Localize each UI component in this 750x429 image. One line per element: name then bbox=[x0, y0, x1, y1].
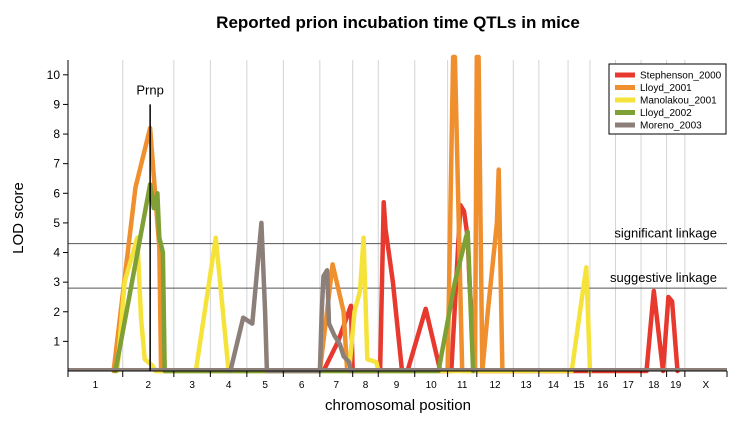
chromosome-label: 7 bbox=[333, 380, 339, 391]
threshold-lines: significant linkage suggestive linkage bbox=[68, 226, 727, 289]
legend-entry: Lloyd_2001 bbox=[640, 83, 692, 94]
chromosome-label: 12 bbox=[489, 380, 501, 391]
chromosome-label: 10 bbox=[426, 380, 438, 391]
chromosome-label: 8 bbox=[363, 380, 369, 391]
chromosome-label: 6 bbox=[299, 380, 305, 391]
series-line bbox=[113, 182, 476, 374]
y-tick-label: 6 bbox=[53, 186, 60, 200]
axes: 1 2 3 4 5 6 7 8 9 10 11 12 13 14 15 16 17 18 19 X1234567891… bbox=[47, 60, 728, 391]
series-line bbox=[228, 220, 354, 374]
x-axis-label: chromosomal position bbox=[325, 397, 471, 414]
chromosome-label: 3 bbox=[189, 380, 195, 391]
chromosome-label: 17 bbox=[623, 380, 635, 391]
legend-entry: Lloyd_2002 bbox=[640, 108, 692, 119]
chromosome-label: 1 bbox=[93, 380, 99, 391]
chromosome-label: 15 bbox=[573, 380, 585, 391]
chromosome-label: 4 bbox=[226, 380, 232, 391]
y-axis-label: LOD score bbox=[10, 182, 27, 254]
chromosome-label: 5 bbox=[262, 380, 268, 391]
legend-entry: Stephenson_2000 bbox=[640, 71, 722, 82]
chromosome-label: 18 bbox=[648, 380, 660, 391]
prnp-marker-label: Prnp bbox=[136, 82, 163, 97]
series-line bbox=[111, 54, 505, 374]
y-tick-label: 5 bbox=[53, 216, 60, 230]
y-tick-label: 10 bbox=[47, 68, 61, 82]
y-tick-label: 8 bbox=[53, 127, 60, 141]
chromosome-label: 2 bbox=[146, 380, 152, 391]
threshold-label: suggestive linkage bbox=[610, 270, 717, 285]
chromosome-label: 11 bbox=[457, 380, 468, 391]
legend-entry: Manolakou_2001 bbox=[640, 96, 717, 107]
chromosome-label: 14 bbox=[548, 380, 560, 391]
chromosome-label: 16 bbox=[597, 380, 609, 391]
chromosome-label: 9 bbox=[394, 380, 400, 391]
y-tick-label: 1 bbox=[53, 334, 60, 348]
chart-title: Reported prion incubation time QTLs in m… bbox=[216, 13, 580, 32]
chromosome-label: 19 bbox=[670, 380, 682, 391]
chromosome-label: 13 bbox=[521, 380, 533, 391]
threshold-label: significant linkage bbox=[614, 226, 717, 241]
chromosome-label: X bbox=[703, 380, 710, 391]
legend-entry: Moreno_2003 bbox=[640, 121, 702, 132]
y-tick-label: 7 bbox=[53, 157, 60, 171]
y-tick-label: 9 bbox=[53, 97, 60, 111]
y-tick-label: 4 bbox=[53, 246, 60, 260]
prnp-marker: Prnp bbox=[136, 82, 164, 371]
y-tick-label: 3 bbox=[53, 275, 60, 289]
chromosome-boundaries bbox=[122, 60, 686, 371]
y-tick-label: 2 bbox=[53, 305, 60, 319]
